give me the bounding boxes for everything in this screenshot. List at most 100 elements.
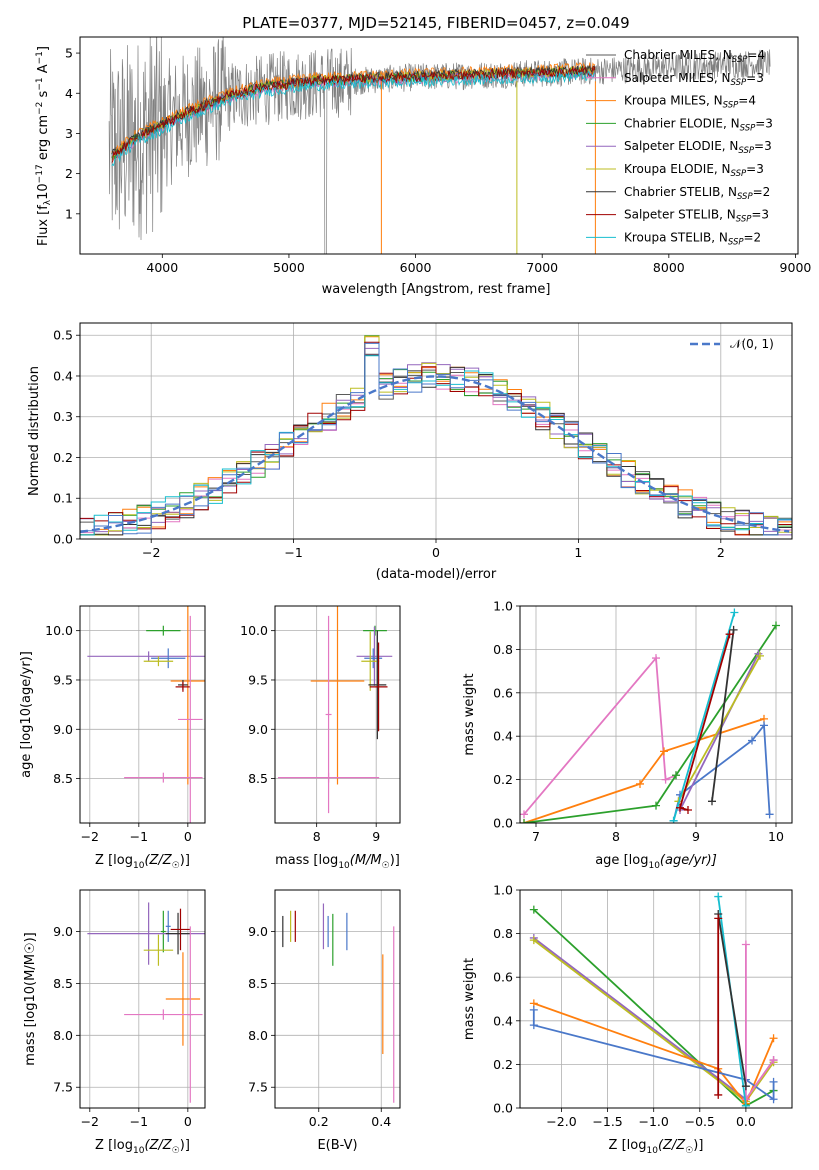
x-tick-label: −1 xyxy=(284,545,302,560)
series-marker xyxy=(729,625,738,634)
x-tick-label: 0 xyxy=(432,545,440,560)
legend-sub: SSP xyxy=(728,237,744,247)
y-tick-label: 9.0 xyxy=(248,722,268,737)
legend-label-4: Chabrier ELODIE, NSSP=3 xyxy=(624,116,773,133)
x-tick-label: −0.5 xyxy=(685,1114,715,1129)
x-tick-label: 9 xyxy=(372,829,380,844)
errorbar-plot xyxy=(87,902,205,1103)
y-tick-label: 0.4 xyxy=(493,1013,513,1028)
y-tick-label: 8.0 xyxy=(53,1028,73,1043)
histogram-plot xyxy=(80,335,792,536)
legend-label-5: Salpeter ELODIE, NSSP=3 xyxy=(624,139,772,156)
legend-label-8: Salpeter STELIB, NSSP=3 xyxy=(624,208,769,225)
label-part: (age/yr)] xyxy=(660,853,717,868)
panel-8: −2.0 −1.5 −1.0 −0.5 0.0 0.0 0.2 0.4 0.6 0.8 1.0 Z [… xyxy=(462,883,793,1156)
label-part: )] xyxy=(180,853,190,868)
y-axis-label: Normed distribution xyxy=(27,366,42,496)
label-sub: 10 xyxy=(648,861,660,871)
label-part: )] xyxy=(180,1138,190,1153)
x-axis-label: E(B-V) xyxy=(317,1138,357,1153)
series-line-3 xyxy=(523,625,777,823)
series-marker xyxy=(769,1056,778,1065)
plot-border xyxy=(79,36,799,255)
series-line-7 xyxy=(672,612,736,822)
errorbar-plot xyxy=(277,606,393,814)
legend-label-7: Chabrier STELIB, NSSP=2 xyxy=(624,185,770,202)
panel-3: −2 −1 0 8.5 9.0 9.5 10.0 Z [log10(Z/Z☉)] age [lo… xyxy=(19,605,206,871)
legend-sub: SSP xyxy=(736,215,752,225)
legend-text: Kroupa STELIB, N xyxy=(624,230,728,244)
y-tick-label: 1 xyxy=(65,206,73,221)
spectrum-plot xyxy=(108,37,771,254)
y-tick-label: 0.8 xyxy=(493,926,513,941)
legend-sub: SSP xyxy=(732,55,748,65)
y-tick-label: 9.0 xyxy=(53,722,73,737)
y-tick-label: 9.0 xyxy=(53,924,73,939)
series-line-6 xyxy=(677,655,761,802)
y-tick-label: 0.1 xyxy=(53,491,73,506)
series-marker xyxy=(672,771,680,780)
x-axis-label: wavelength [Angstrom, rest frame] xyxy=(322,282,551,297)
x-axis-label: mass [log10(M/M☉)] xyxy=(275,853,400,871)
legend-text: =2 xyxy=(753,185,771,199)
x-tick-label: −2 xyxy=(81,1114,99,1129)
label-part: (Z/Z xyxy=(144,1138,172,1153)
label-part: 10 xyxy=(36,183,51,200)
label-part: Flux [f xyxy=(36,205,51,246)
x-tick-label: 8 xyxy=(612,829,620,844)
x-tick-label: 0.0 xyxy=(736,1114,756,1129)
x-tick-label: 0 xyxy=(184,1114,192,1129)
line-plot xyxy=(529,892,778,1108)
label-part: age [log xyxy=(595,853,648,868)
plot-border xyxy=(519,889,793,1109)
y-tick-label: 9.0 xyxy=(248,924,268,939)
legend-text: =3 xyxy=(755,116,773,130)
legend-sub: SSP xyxy=(738,146,754,156)
series-marker xyxy=(741,940,750,949)
y-tick-label: 7.5 xyxy=(53,1080,73,1095)
series-marker xyxy=(652,654,660,663)
legend-text: Salpeter STELIB, N xyxy=(624,208,736,222)
legend-text: Chabrier ELODIE, N xyxy=(624,116,740,130)
y-tick-label: 1.0 xyxy=(493,883,513,898)
y-tick-label: 0.0 xyxy=(493,816,513,831)
series-marker xyxy=(520,819,528,823)
series-marker xyxy=(765,810,774,819)
legend-text: =3 xyxy=(746,71,764,85)
y-axis-label: mass weight xyxy=(462,673,477,755)
y-tick-label: 7.5 xyxy=(248,1080,268,1095)
x-tick-label: 2 xyxy=(717,545,725,560)
legend-text: Kroupa MILES, N xyxy=(624,94,723,108)
model-spectrum-8 xyxy=(111,66,596,163)
label-part: s xyxy=(36,90,51,101)
y-tick-label: 0.0 xyxy=(53,532,73,547)
label-part: ] xyxy=(36,46,51,51)
y-tick-label: 9.5 xyxy=(53,672,73,687)
y-tick-label: 0.2 xyxy=(53,450,73,465)
legend-text: =2 xyxy=(744,230,762,244)
x-tick-label: −1.0 xyxy=(639,1114,669,1129)
x-tick-label: 9 xyxy=(692,829,700,844)
y-tick-label: 2 xyxy=(65,166,73,181)
x-tick-label: 4000 xyxy=(146,260,178,275)
legend-label-3: Kroupa MILES, NSSP=4 xyxy=(624,94,756,111)
series-marker xyxy=(669,816,678,823)
panel-1: 4000 5000 6000 7000 8000 9000 1 2 3 4 5 Chabrier MI… xyxy=(35,36,811,297)
panel-4: 8 9 8.5 9.0 9.5 10.0 mass [log10(M/M☉)] xyxy=(240,605,401,871)
y-tick-label: 9.5 xyxy=(248,672,268,687)
series-marker xyxy=(714,892,723,901)
series-marker xyxy=(529,1005,538,1014)
legend-text: Salpeter ELODIE, N xyxy=(624,139,738,153)
series-marker xyxy=(520,810,528,819)
label-part: Z [log xyxy=(95,853,133,868)
series-marker xyxy=(529,1021,538,1030)
series-line-1 xyxy=(523,655,677,815)
legend-label-6: Kroupa ELODIE, NSSP=3 xyxy=(624,162,764,179)
series-marker xyxy=(652,801,660,810)
x-axis-label: Z [log10(Z/Z☉)] xyxy=(609,1138,704,1156)
series-marker xyxy=(769,1077,778,1086)
label-part: (Z/Z xyxy=(144,853,172,868)
label-part: )] xyxy=(693,1138,703,1153)
panel-2: −2 −1 0 1 2 0.0 0.1 0.2 0.3 0.4 0.5 𝒩(0, 1) (data-mo… xyxy=(27,322,793,582)
series-marker xyxy=(714,1090,723,1099)
